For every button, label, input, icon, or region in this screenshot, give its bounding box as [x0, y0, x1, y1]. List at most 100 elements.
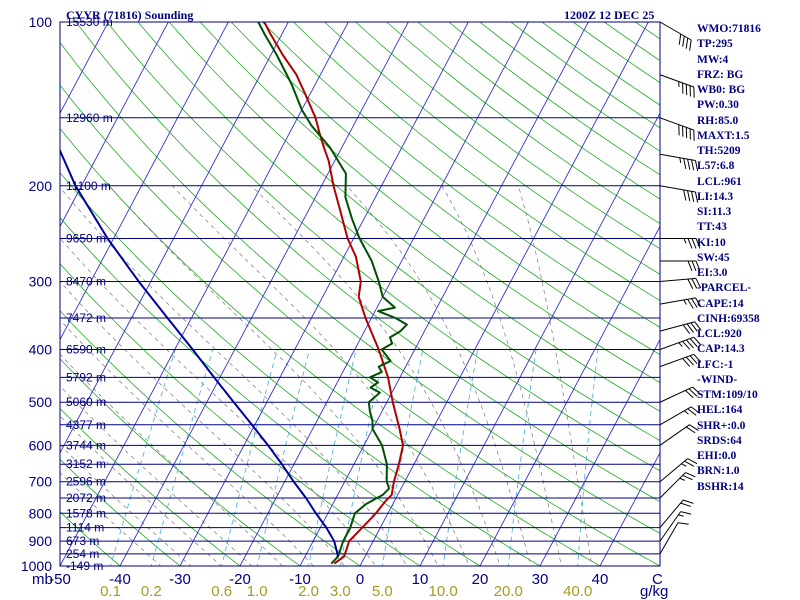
moist-adiabat — [60, 187, 408, 566]
wind-barb — [659, 117, 695, 141]
isotherm — [0, 0, 2, 578]
index-line: SI:11.3 — [697, 206, 732, 218]
index-line: EHI:0.0 — [697, 450, 737, 462]
height-label: 5060 m — [66, 395, 106, 409]
dry-adiabat — [60, 41, 660, 534]
wind-barb — [659, 297, 702, 309]
indices-panel: WMO:71816 TP:295 MW:4 FRZ: BG WB0: BG PW:0.30… — [697, 22, 797, 495]
mixing-ratio-tick-label: 1.0 — [247, 583, 268, 600]
sounding-time: 1200Z 12 DEC 25 — [564, 8, 654, 22]
dry-adiabat — [293, 22, 660, 302]
dry-adiabat — [106, 22, 660, 472]
wind-barb — [659, 321, 702, 334]
moist-adiabat — [518, 185, 593, 566]
index-line: LFC:-1 — [697, 358, 734, 371]
moist-adiabat — [346, 185, 532, 566]
wind-barb — [659, 424, 699, 446]
index-line: MW:4 — [697, 53, 729, 66]
chart-traces — [60, 22, 408, 565]
index-line: TT:43 — [697, 221, 727, 234]
dry-adiabat — [262, 22, 660, 328]
mixing-ratio-tick-label: 0.1 — [100, 583, 121, 600]
isotherm — [60, 22, 109, 115]
index-line: LCL:961 — [697, 175, 742, 188]
height-label: 2596 m — [66, 475, 106, 489]
wind-barb — [660, 237, 701, 249]
height-label: 254 m — [66, 547, 99, 561]
index-line: LI:14.3 — [697, 190, 734, 203]
wind-barb — [659, 277, 702, 289]
wind-barbs — [659, 21, 702, 555]
mixing-ratio-tick-label: 10.0 — [428, 583, 457, 600]
wind-barb — [659, 153, 699, 172]
moist-adiabat — [60, 385, 253, 566]
temperature-tick-label: -40 — [109, 571, 131, 588]
dry-adiabat — [60, 263, 421, 566]
height-label: 11100 m — [66, 179, 111, 193]
height-label: 7472 m — [66, 311, 106, 325]
mixing-ratio-tick-label: 3.0 — [330, 583, 351, 600]
moist-adiabat — [60, 415, 222, 566]
index-line: BRN:1.0 — [697, 465, 740, 478]
height-label: 3152 m — [66, 457, 106, 471]
index-line: STM:109/10 — [697, 389, 758, 401]
isotherm — [479, 225, 660, 566]
temperature-unit-label: C — [652, 571, 663, 588]
dry-adiabat — [230, 22, 660, 356]
index-line: WMO:71816 — [697, 23, 761, 35]
mixing-ratio-unit-label: g/kg — [640, 583, 668, 600]
mixing-ratio-tick-label: 2.0 — [298, 583, 319, 600]
pressure-tick-label: 100 — [29, 14, 53, 30]
index-line: CAPE:14 — [697, 297, 744, 310]
dry-adiabat — [60, 217, 481, 566]
dry-adiabat — [60, 407, 241, 566]
index-line: WB0: BG — [697, 84, 746, 96]
isotherm — [359, 22, 649, 566]
isotherm — [60, 22, 229, 341]
dry-adiabat — [355, 22, 660, 250]
isotherm — [60, 22, 349, 566]
mixing-ratio-line — [110, 349, 176, 566]
index-line: EI:3.0 — [697, 267, 728, 279]
height-label: 4377 m — [66, 418, 106, 432]
height-label: 3744 m — [66, 438, 106, 452]
moist-adiabat — [60, 281, 345, 566]
temperature-tick-label: -20 — [229, 571, 251, 588]
mixing-ratio-line — [507, 349, 537, 566]
isotherm — [239, 22, 529, 566]
isotherm — [119, 22, 409, 566]
dry-adiabat — [60, 458, 181, 566]
isotherm — [419, 112, 660, 566]
station-title: CYYR (71816) Sounding — [66, 8, 193, 22]
mixing-ratio-line — [381, 349, 424, 566]
pressure-tick-label: 800 — [29, 505, 53, 521]
height-label: 2072 m — [66, 491, 106, 505]
moist-adiabat — [108, 185, 439, 566]
wind-barb — [659, 386, 701, 403]
mixing-ratio-line — [339, 349, 386, 566]
wind-barb — [660, 260, 701, 272]
dry-adiabat — [60, 127, 601, 566]
dry-adiabat — [0, 22, 12, 578]
pressure-tick-label: 500 — [29, 394, 53, 410]
temperature-tick-label: 30 — [532, 571, 549, 588]
chart-grid — [0, 0, 660, 578]
index-line: TH:5209 — [697, 145, 741, 157]
height-label: 6590 m — [66, 343, 106, 357]
moist-adiabat — [60, 237, 377, 566]
index-line: SW:45 — [697, 251, 730, 264]
height-label: 673 m — [66, 534, 99, 548]
wind-barb — [659, 472, 696, 499]
wind-barb — [659, 74, 695, 98]
dry-adiabat — [60, 172, 541, 566]
index-line: CAP:14.3 — [697, 343, 745, 356]
isotherm — [179, 22, 469, 566]
dry-adiabat — [60, 310, 361, 566]
dry-adiabat — [137, 22, 660, 442]
pressure-tick-label: 300 — [29, 274, 53, 290]
index-line: SHR+:0.0 — [697, 419, 746, 432]
index-line: -PARCEL- — [697, 282, 752, 295]
dry-adiabat — [324, 22, 660, 275]
wind-barb — [659, 522, 689, 555]
